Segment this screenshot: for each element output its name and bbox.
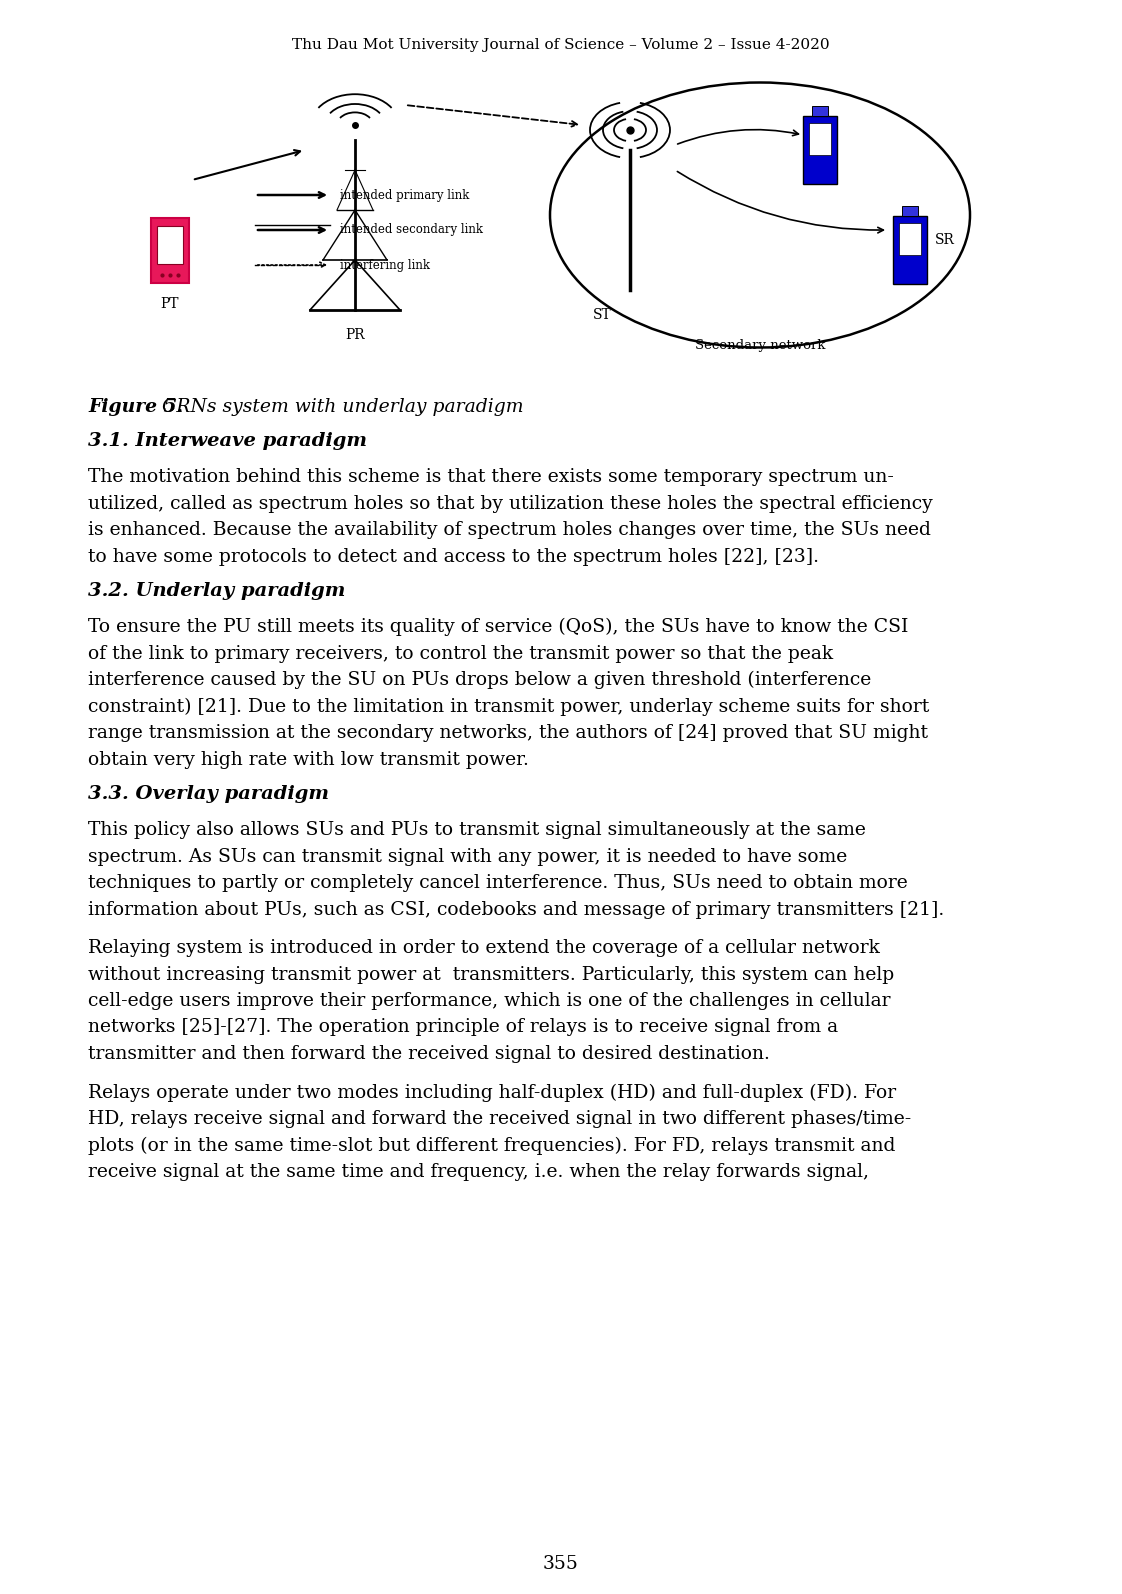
Text: To ensure the PU still meets its quality of service (QoS), the SUs have to know : To ensure the PU still meets its quality… [88, 618, 909, 636]
Text: HD, relays receive signal and forward the received signal in two different phase: HD, relays receive signal and forward th… [88, 1109, 911, 1129]
Text: cell-edge users improve their performance, which is one of the challenges in cel: cell-edge users improve their performanc… [88, 991, 891, 1011]
Text: Secondary network: Secondary network [695, 340, 826, 352]
Text: PR: PR [346, 328, 365, 343]
Bar [809, 123, 831, 155]
Text: ST: ST [592, 308, 611, 322]
Text: receive signal at the same time and frequency, i.e. when the relay forwards sign: receive signal at the same time and freq… [88, 1164, 870, 1181]
Text: PT: PT [160, 296, 180, 311]
Text: without increasing transmit power at  transmitters. Particularly, this system ca: without increasing transmit power at tra… [88, 966, 894, 983]
Text: obtain very high rate with low transmit power.: obtain very high rate with low transmit … [88, 751, 528, 768]
Bar [812, 105, 828, 116]
Text: 3.3. Overlay paradigm: 3.3. Overlay paradigm [88, 784, 329, 803]
Text: 3.2. Underlay paradigm: 3.2. Underlay paradigm [88, 582, 346, 599]
Bar [902, 206, 918, 217]
Text: This policy also allows SUs and PUs to transmit signal simultaneously at the sam: This policy also allows SUs and PUs to t… [88, 821, 866, 838]
Bar [893, 217, 927, 284]
Text: constraint) [21]. Due to the limitation in transmit power, underlay scheme suits: constraint) [21]. Due to the limitation … [88, 698, 929, 716]
Text: spectrum. As SUs can transmit signal with any power, it is needed to have some: spectrum. As SUs can transmit signal wit… [88, 848, 847, 866]
Text: to have some protocols to detect and access to the spectrum holes [22], [23].: to have some protocols to detect and acc… [88, 547, 819, 566]
Text: utilized, called as spectrum holes so that by utilization these holes the spectr: utilized, called as spectrum holes so th… [88, 494, 932, 513]
Text: interfering link: interfering link [340, 258, 430, 271]
Bar [803, 116, 837, 183]
Bar [899, 223, 921, 255]
Text: 3.1. Interweave paradigm: 3.1. Interweave paradigm [88, 432, 367, 450]
Bar [151, 217, 188, 282]
Text: CRNs system with underlay paradigm: CRNs system with underlay paradigm [156, 398, 524, 416]
Text: 355: 355 [543, 1556, 579, 1573]
Text: SR: SR [935, 233, 955, 247]
Text: The motivation behind this scheme is that there exists some temporary spectrum u: The motivation behind this scheme is tha… [88, 469, 894, 486]
Text: of the link to primary receivers, to control the transmit power so that the peak: of the link to primary receivers, to con… [88, 644, 834, 663]
Text: intended secondary link: intended secondary link [340, 223, 482, 236]
Text: information about PUs, such as CSI, codebooks and message of primary transmitter: information about PUs, such as CSI, code… [88, 901, 945, 918]
Text: Relaying system is introduced in order to extend the coverage of a cellular netw: Relaying system is introduced in order t… [88, 939, 880, 956]
Text: range transmission at the secondary networks, the authors of [24] proved that SU: range transmission at the secondary netw… [88, 724, 928, 741]
Text: plots (or in the same time-slot but different frequencies). For FD, relays trans: plots (or in the same time-slot but diff… [88, 1137, 895, 1154]
Text: Thu Dau Mot University Journal of Science – Volume 2 – Issue 4-2020: Thu Dau Mot University Journal of Scienc… [292, 38, 830, 53]
Text: Figure 5.: Figure 5. [88, 398, 183, 416]
Text: networks [25]-[27]. The operation principle of relays is to receive signal from : networks [25]-[27]. The operation princi… [88, 1019, 838, 1036]
Text: transmitter and then forward the received signal to desired destination.: transmitter and then forward the receive… [88, 1046, 770, 1063]
Text: intended primary link: intended primary link [340, 188, 469, 201]
Text: Relays operate under two modes including half-duplex (HD) and full-duplex (FD). : Relays operate under two modes including… [88, 1084, 896, 1101]
Bar [157, 226, 183, 265]
Text: interference caused by the SU on PUs drops below a given threshold (interference: interference caused by the SU on PUs dro… [88, 671, 872, 689]
Text: techniques to partly or completely cancel interference. Thus, SUs need to obtain: techniques to partly or completely cance… [88, 874, 908, 893]
Text: is enhanced. Because the availability of spectrum holes changes over time, the S: is enhanced. Because the availability of… [88, 521, 931, 539]
